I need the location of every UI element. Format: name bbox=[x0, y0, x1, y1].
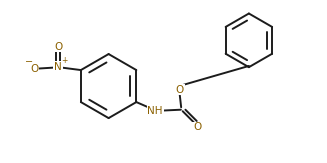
Text: O: O bbox=[193, 122, 201, 132]
Text: NH: NH bbox=[147, 106, 163, 116]
Text: O: O bbox=[176, 85, 184, 95]
Text: N: N bbox=[54, 62, 62, 72]
Text: O: O bbox=[30, 64, 38, 74]
Text: +: + bbox=[61, 56, 68, 65]
Text: −: − bbox=[25, 57, 33, 67]
Text: O: O bbox=[54, 42, 62, 52]
